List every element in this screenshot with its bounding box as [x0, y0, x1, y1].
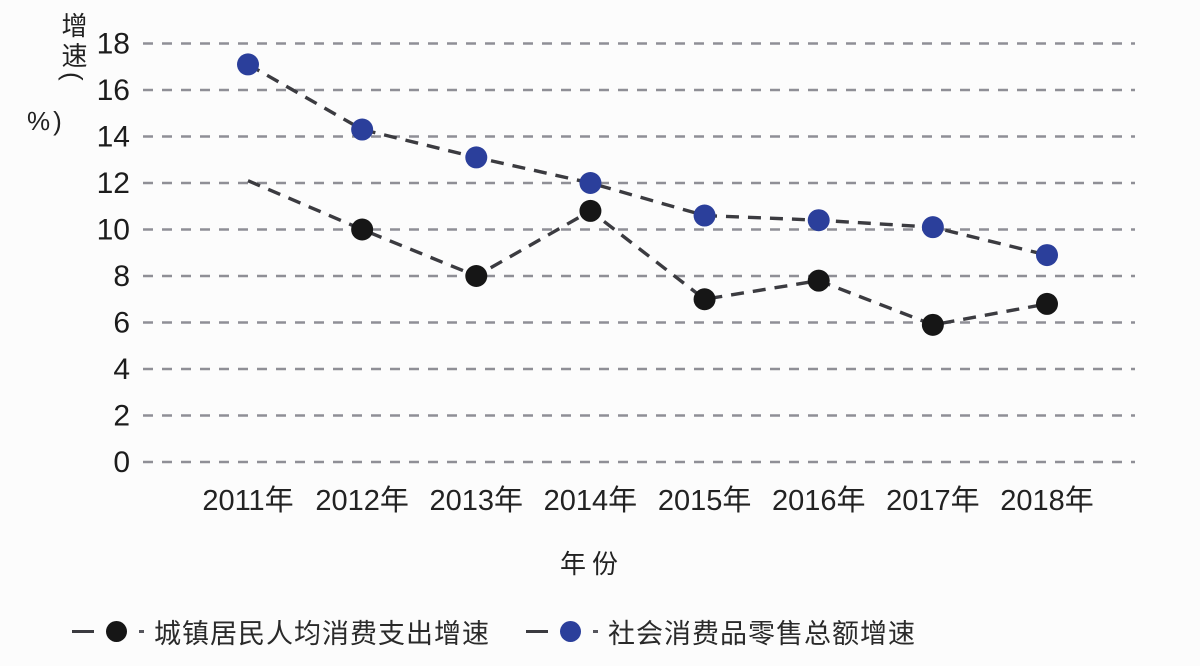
y-tick-label: 0 — [113, 446, 130, 479]
legend-dash-icon — [139, 629, 144, 633]
x-tick-label: 2018年 — [1000, 484, 1094, 517]
data-point-marker — [465, 146, 488, 169]
legend: 城镇居民人均消费支出增速 社会消费品零售总额增速 — [72, 610, 916, 652]
series-0 — [247, 179, 1058, 336]
legend-dash-icon — [593, 629, 598, 633]
x-tick-label: 2013年 — [430, 484, 524, 517]
data-point-marker — [237, 53, 259, 76]
x-axis-title: 年份 — [560, 549, 625, 579]
y-tick-label: 2 — [113, 400, 130, 433]
legend-dash-icon — [526, 629, 548, 633]
data-point-marker — [1036, 292, 1058, 315]
y-tick-label: 4 — [113, 353, 130, 386]
y-tick-label: 10 — [97, 214, 130, 247]
y-tick-label: 12 — [97, 167, 130, 200]
y-axis-title: 增速( — [58, 12, 88, 85]
data-point-marker — [465, 265, 488, 287]
x-tick-label: 2017年 — [886, 484, 980, 517]
x-axis-tick-labels: 2011年 2012年 2013年 2014年 2015年 2016年 2017年 2018年 — [202, 484, 1093, 517]
y-tick-label: 18 — [97, 28, 130, 61]
data-point-marker — [693, 204, 716, 227]
legend-black-dot-icon — [106, 620, 127, 642]
y-axis-tick-labels: 0 2 4 6 8 10 12 14 16 18 — [97, 28, 130, 480]
x-tick-label: 2011年 — [202, 484, 293, 517]
data-point-marker — [351, 118, 374, 141]
legend-item-retail-sales: 社会消费品零售总额增速 — [526, 612, 916, 651]
y-tick-label: 14 — [97, 121, 130, 154]
legend-dash-icon — [72, 629, 94, 633]
data-point-marker — [1036, 244, 1058, 267]
x-tick-label: 2012年 — [315, 484, 409, 517]
series-1 — [237, 53, 1058, 267]
y-tick-label: 6 — [113, 307, 130, 340]
y-tick-label: 16 — [97, 74, 130, 107]
data-point-marker — [921, 313, 944, 336]
series-line — [247, 179, 1048, 327]
y-tick-label: 8 — [113, 260, 130, 293]
x-tick-label: 2016年 — [772, 484, 866, 517]
data-point-marker — [351, 218, 374, 241]
legend-label: 社会消费品零售总额增速 — [608, 618, 916, 649]
x-tick-label: 2014年 — [544, 484, 638, 517]
x-tick-label: 2015年 — [658, 484, 752, 517]
data-point-marker — [693, 288, 716, 311]
data-point-marker — [807, 269, 830, 292]
legend-blue-dot-icon — [560, 620, 581, 642]
data-point-marker — [579, 172, 602, 194]
data-point-marker — [807, 209, 830, 232]
legend-item-urban-consumption: 城镇居民人均消费支出增速 — [72, 612, 490, 651]
legend-label: 城镇居民人均消费支出增速 — [154, 618, 490, 649]
data-point-marker — [579, 199, 602, 222]
gridlines — [143, 42, 1135, 464]
series-line — [247, 62, 1048, 257]
y-axis-title-suffix: %) — [27, 106, 65, 136]
data-point-marker — [921, 216, 944, 239]
